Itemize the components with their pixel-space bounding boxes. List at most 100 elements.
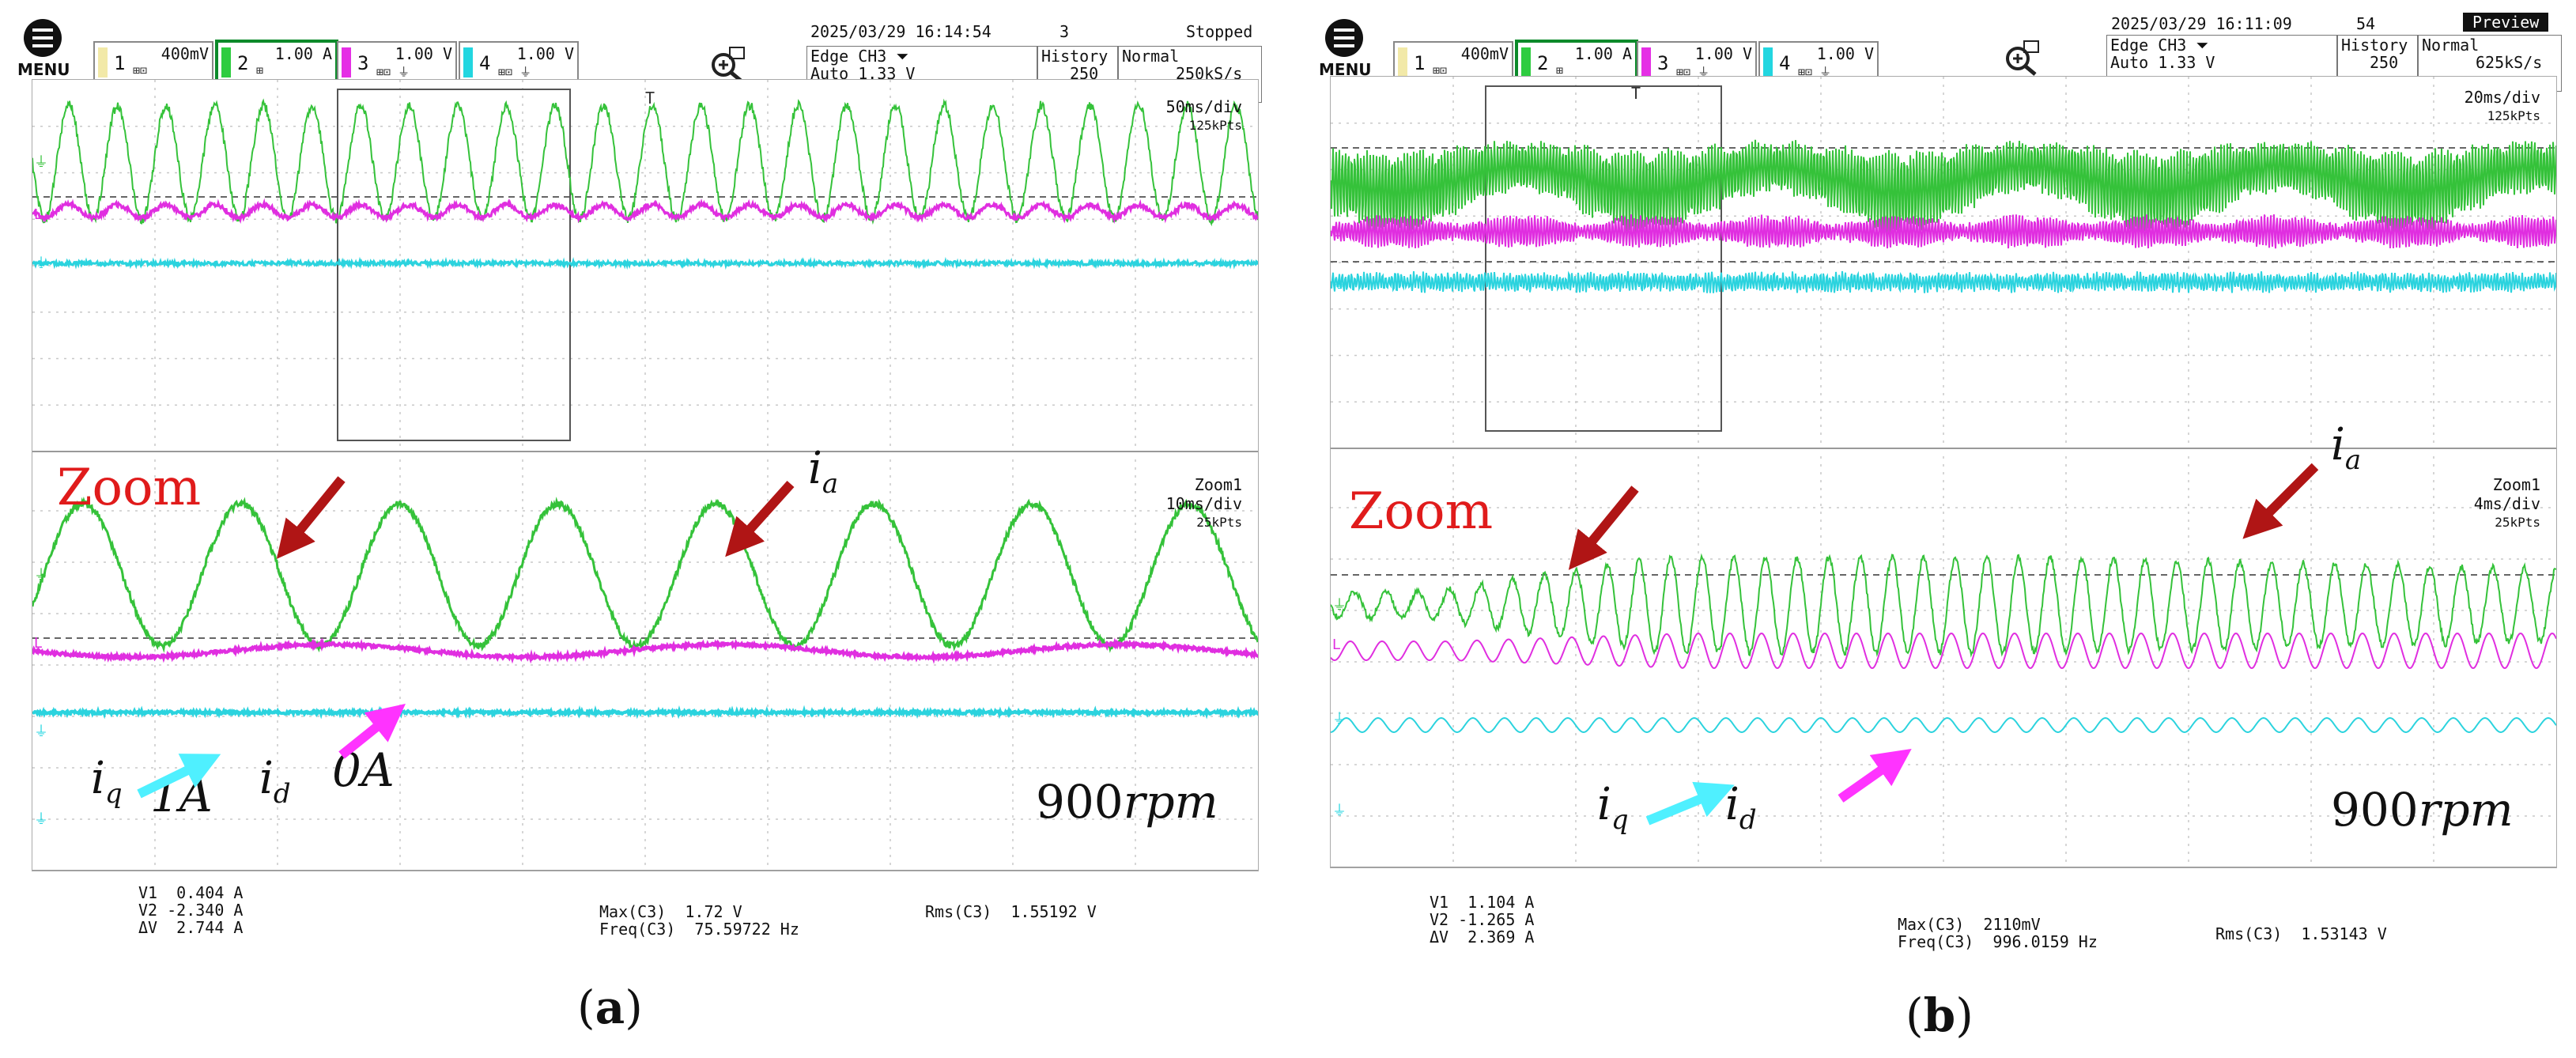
label-ia: ia: [808, 443, 838, 500]
menu-icon: [1325, 19, 1363, 57]
history-value: 250: [2370, 53, 2398, 72]
zoom-annotation: Zoom: [57, 459, 201, 517]
channel-2-scale: 1.00 A: [275, 44, 332, 63]
menu-button[interactable]: MENU: [1319, 19, 1369, 79]
zoom-search-icon[interactable]: [708, 44, 747, 82]
main-timebase: 50ms/div: [1166, 97, 1242, 116]
ch2-ground-marker: ⏚: [34, 567, 48, 584]
coupling-icon: ⊞⊡: [133, 63, 147, 77]
ia-zoom-trace: [1331, 555, 2556, 656]
scope-panel-a: MENU 1 400mV ⊞⊡ 2 1.00 A ⊞ 3 1.00 V ⊞⊡ ⏚…: [0, 0, 1289, 1058]
speed-label: 900rpm: [2331, 783, 2514, 837]
channel-4-number: 4: [479, 52, 490, 74]
waveform-plot: T⏚L⏚⏚L⏚⏚: [32, 80, 1258, 871]
history-label: History: [1041, 47, 1108, 66]
coupling-icon: ⊞: [256, 63, 263, 77]
label-id: id: [1725, 779, 1757, 836]
main-timebase: 20ms/div: [2465, 88, 2540, 107]
ch4-ground-marker: ⏚: [1332, 803, 1347, 819]
channel-4-scale: 1.00 V: [1817, 44, 1874, 63]
zoom-points: 25kPts: [1196, 513, 1242, 532]
zoom-name: Zoom1: [2493, 475, 2540, 494]
trigger-position-marker: T: [1631, 84, 1641, 103]
channel-2-color: [221, 47, 231, 77]
ch4-ground-marker: ⏚: [1332, 711, 1347, 727]
cursor-readout: V1 1.104 A V2 -1.265 A ΔV 2.369 A: [1430, 894, 1534, 946]
label-iq: iq: [1597, 779, 1629, 836]
main-points: 125kPts: [2487, 107, 2540, 126]
zoom-annotation: Zoom: [1349, 482, 1493, 541]
acq-mode: Normal: [2422, 36, 2479, 55]
datetime: 2025/03/29 16:14:54: [810, 22, 991, 41]
menu-button[interactable]: MENU: [17, 19, 68, 79]
sample-rate: 625kS/s: [2476, 53, 2542, 72]
channel-2-number: 2: [1537, 52, 1548, 74]
waveform-screen[interactable]: T ⏚ L ⏚ ⏚ L ⏚ ⏚ 20ms/div 125kPts Zoom1 4ms/div …: [1330, 76, 2557, 868]
datetime: 2025/03/29 16:11:09: [2111, 14, 2292, 33]
ch2-ground-marker: ⏚: [34, 154, 48, 171]
ch4-ground-marker: ⏚: [34, 255, 48, 272]
iq-zoom-trace: [32, 711, 1258, 714]
history-label: History: [2341, 36, 2408, 55]
main-points: 125kPts: [1189, 116, 1242, 135]
channel-4-scale: 1.00 V: [517, 44, 574, 63]
channel-3-color: [342, 47, 351, 77]
acq-mode: Normal: [1122, 47, 1179, 66]
ch4-ground-marker: ⏚: [34, 811, 48, 828]
rms-readout: Rms(C3) 1.55192 V: [925, 903, 1097, 920]
channel-2-number: 2: [237, 52, 248, 74]
acquisition-count: 54: [2356, 14, 2375, 33]
channel-1-box[interactable]: 1 400mV ⊞⊡: [93, 41, 213, 84]
max-freq-readout: Max(C3) 2110mV Freq(C3) 996.0159 Hz: [1898, 916, 2098, 950]
scope-panel-b: MENU 1 400mV ⊞⊡ 2 1.00 A ⊞ 3 1.00 V ⊞⊡ ⏚…: [1297, 0, 2576, 1058]
channel-3-number: 3: [1657, 52, 1668, 74]
channel-1-scale: 400mV: [1461, 44, 1509, 63]
zoom-name: Zoom1: [1195, 475, 1242, 494]
menu-label: MENU: [17, 60, 68, 79]
caption-a: (a): [577, 981, 643, 1034]
ch3-marker: L: [1332, 224, 1340, 240]
zoom-points: 25kPts: [2495, 513, 2540, 532]
max-freq-readout: Max(C3) 1.72 V Freq(C3) 75.59722 Hz: [599, 903, 799, 938]
channel-3-box[interactable]: 3 1.00 V ⊞⊡ ⏚: [337, 41, 457, 84]
label-id: id: [259, 753, 291, 810]
run-status: Stopped: [1186, 22, 1252, 41]
id-main-trace: [32, 202, 1258, 220]
acquisition-count: 3: [1059, 22, 1069, 41]
waveform-screen[interactable]: T ⏚ L ⏚ ⏚ L ⏚ ⏚ 50ms/div 125kPts Zoom1 10ms/div…: [32, 79, 1259, 871]
iq-main-trace: [32, 262, 1258, 266]
label-iq-value: 1A: [150, 769, 213, 822]
channel-2-scale: 1.00 A: [1575, 44, 1632, 63]
run-status: Preview: [2463, 13, 2548, 32]
menu-icon: [24, 19, 62, 57]
waveform-plot: T ⏚ L ⏚ ⏚ L ⏚ ⏚: [1331, 77, 2556, 867]
coupling-icon: ⊞⊡ ⏚: [376, 63, 410, 80]
label-id-value: 0A: [332, 743, 395, 797]
channel-3-color: [1641, 47, 1651, 77]
ch2-ground-marker: ⏚: [1332, 597, 1347, 614]
channel-4-color: [1763, 47, 1773, 77]
ch4-ground-marker: ⏚: [1332, 276, 1347, 293]
channel-4-number: 4: [1779, 52, 1790, 74]
ch4-ground-marker: ⏚: [34, 724, 48, 740]
speed-label: 900rpm: [1036, 775, 1218, 829]
channel-1-number: 1: [1414, 52, 1425, 74]
trigger-source: Edge CH3 ⏷: [810, 47, 908, 66]
zoom-search-icon[interactable]: [2002, 38, 2042, 76]
channel-4-box[interactable]: 4 1.00 V ⊞⊡ ⏚: [459, 41, 579, 84]
rms-readout: Rms(C3) 1.53143 V: [2215, 925, 2387, 943]
channel-1-color: [1398, 47, 1407, 77]
ch3-marker: L: [1332, 637, 1340, 653]
label-iq: iq: [91, 753, 123, 810]
zoom-timebase: 4ms/div: [2474, 494, 2540, 513]
zoom-timebase: 10ms/div: [1166, 494, 1242, 513]
zoom-window-box: [1486, 86, 1721, 431]
channel-4-color: [463, 47, 473, 77]
ch3-marker: L: [34, 635, 42, 652]
ch3-marker: L: [34, 206, 42, 223]
ch2-ground-marker: ⏚: [1332, 172, 1347, 188]
channel-1-scale: 400mV: [161, 44, 209, 63]
channel-1-color: [98, 47, 108, 77]
cursor-readout: V1 0.404 A V2 -2.340 A ΔV 2.744 A: [138, 884, 243, 936]
channel-3-number: 3: [357, 52, 368, 74]
